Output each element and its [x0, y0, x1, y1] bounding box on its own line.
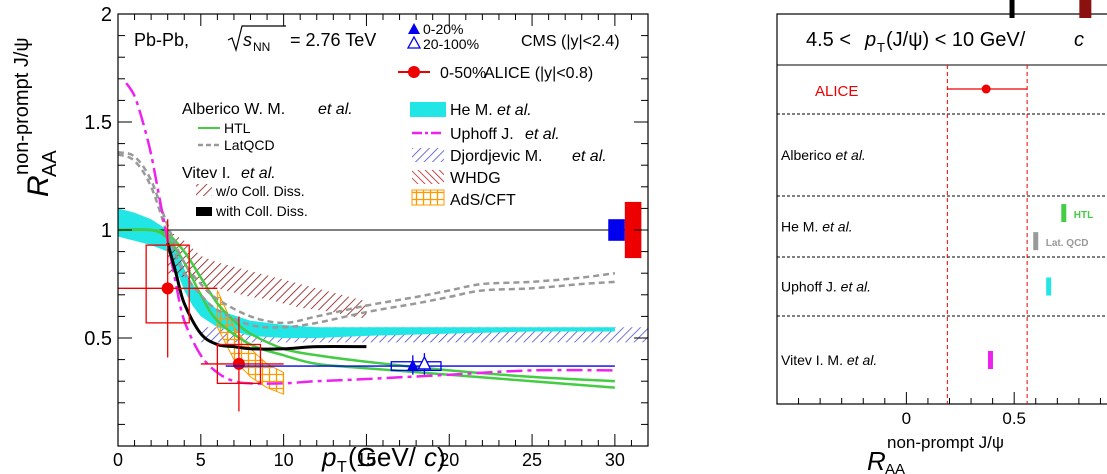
svg-text:(J/ψ) < 10 GeV/: (J/ψ) < 10 GeV/ — [886, 29, 1026, 51]
svg-text:c: c — [424, 442, 437, 472]
left-chart: 0 5 10 15 20 25 30 0.5 1 1.5 2 R AA non-prompt J/ψ… — [11, 4, 649, 474]
model-marker-0 — [1061, 204, 1067, 223]
x-tick-label-4: 20 — [439, 450, 459, 470]
y-tick-label-1: 1 — [101, 220, 112, 242]
right-x-axis-label: R AA non-prompt J/ψ — [867, 433, 1004, 474]
svg-text:= 2.76 TeV: = 2.76 TeV — [290, 30, 376, 50]
y-tick-label-2: 1.5 — [84, 112, 112, 134]
svg-text:Vitev I.: Vitev I. — [182, 165, 231, 182]
svg-text:Alberico W. M.: Alberico W. M. — [182, 101, 285, 118]
right-header: 4.5 < p T (J/ψ) < 10 GeV/ c — [806, 29, 1084, 55]
model-marker-2 — [1046, 277, 1052, 296]
energy-s: s — [243, 30, 252, 50]
model-row-label-2: Uphoff J. et al. — [781, 279, 871, 295]
svg-text:with Coll. Diss.: with Coll. Diss. — [215, 203, 308, 219]
svg-text:p: p — [321, 442, 336, 472]
model-marker-5 — [1009, 0, 1015, 18]
series-line-4 — [125, 82, 615, 385]
x-tick-label-0: 0 — [113, 450, 123, 470]
x-tick-label-1: 5 — [196, 450, 206, 470]
model-marker-1 — [1033, 232, 1039, 251]
svg-text:HTL: HTL — [224, 120, 251, 136]
svg-text:0-20%: 0-20% — [423, 21, 463, 37]
cms-open-triangle-marker — [406, 35, 422, 49]
svg-text:AdS/CFT: AdS/CFT — [450, 192, 516, 209]
alice-row-label: ALICE — [815, 83, 858, 100]
model-marker-4 — [1079, 0, 1092, 18]
right-chart: 4.5 < p T (J/ψ) < 10 GeV/ c ALICE Alberic… — [776, 0, 1107, 474]
whdg-band — [167, 230, 367, 319]
svg-text:non-prompt J/ψ: non-prompt J/ψ — [887, 433, 1004, 452]
x-tick-label-2: 10 — [274, 450, 294, 470]
left-y-axis-label: R AA non-prompt J/ψ — [11, 37, 61, 197]
alice-value-point — [981, 84, 991, 94]
model-row-label-1: He M. et al. — [781, 219, 853, 235]
svg-text:R: R — [22, 175, 55, 197]
left-x-axis-label: p T (GeV/ c ) — [321, 442, 446, 474]
alice-global-unc-box — [624, 201, 642, 259]
series-line-0 — [117, 228, 615, 383]
svg-text:He M.: He M. — [450, 102, 493, 119]
svg-text:ALICE (|y|<0.8): ALICE (|y|<0.8) — [484, 65, 593, 82]
left-legend: Pb-Pb, s NN = 2.76 TeV 0-20% 20-100% CMS… — [134, 21, 620, 219]
svg-text:CMS (|y|<2.4): CMS (|y|<2.4) — [521, 33, 620, 50]
svg-text:T: T — [337, 459, 347, 474]
x-tick-label-6: 30 — [605, 450, 625, 470]
model-row-label-0: Alberico et al. — [781, 147, 866, 163]
model-marker-3 — [987, 351, 993, 369]
y-tick-label-3: 2 — [101, 4, 112, 26]
model-marker-label-1: Lat. QCD — [1046, 238, 1089, 249]
svg-text:): ) — [437, 442, 446, 472]
alice-point-0 — [161, 282, 174, 295]
svg-text:p: p — [864, 29, 876, 51]
svg-text:non-prompt J/ψ: non-prompt J/ψ — [11, 37, 33, 175]
svg-text:w/o Coll. Diss.: w/o Coll. Diss. — [215, 183, 305, 199]
svg-text:4.5 <: 4.5 < — [806, 29, 851, 51]
cms-point-filled — [406, 359, 419, 372]
y-tick-label-0: 0.5 — [84, 328, 112, 350]
svg-text:Djordjevic M.: Djordjevic M. — [450, 148, 542, 165]
svg-text:et al.: et al. — [572, 148, 607, 165]
model-marker-label-0: HTL — [1074, 210, 1093, 221]
x-tick-label-5: 25 — [522, 450, 542, 470]
svg-text:c: c — [1074, 29, 1084, 51]
svg-text:et al.: et al. — [497, 102, 532, 119]
alice-point-1 — [232, 357, 245, 370]
svg-text:et al.: et al. — [318, 101, 353, 118]
svg-text:(GeV/: (GeV/ — [348, 442, 417, 472]
x-tick-label-3: 15 — [356, 450, 376, 470]
svg-text:Uphoff J.: Uphoff J. — [450, 126, 514, 143]
alice-legend-marker — [408, 66, 420, 78]
cms-global-unc-box — [608, 219, 625, 241]
cms-filled-triangle-marker — [408, 23, 420, 34]
svg-text:AA: AA — [885, 461, 905, 474]
model-row-label-3: Vitev I. M. et al. — [781, 352, 877, 368]
svg-text:NN: NN — [253, 40, 270, 54]
right-x-tick-label-0: 0 — [902, 409, 911, 428]
system-label: Pb-Pb, — [134, 30, 189, 50]
right-x-tick-label-1: 0.5 — [1002, 409, 1026, 428]
model-marker-label-4: w/o Coll. Diss. — [1026, 0, 1095, 3]
right-plot-frame — [776, 13, 1107, 405]
svg-text:LatQCD: LatQCD — [224, 137, 275, 153]
svg-text:et al.: et al. — [525, 126, 560, 143]
svg-text:0-50%: 0-50% — [440, 65, 486, 82]
svg-text:R: R — [867, 446, 886, 474]
svg-text:et al.: et al. — [241, 165, 276, 182]
svg-text:AA: AA — [39, 150, 61, 177]
svg-text:T: T — [877, 40, 885, 55]
svg-text:WHDG: WHDG — [450, 170, 501, 187]
svg-text:20-100%: 20-100% — [423, 36, 479, 52]
model-marker-label-5: with Coll. Diss. — [941, 0, 1013, 3]
cms-point-open — [417, 355, 432, 370]
